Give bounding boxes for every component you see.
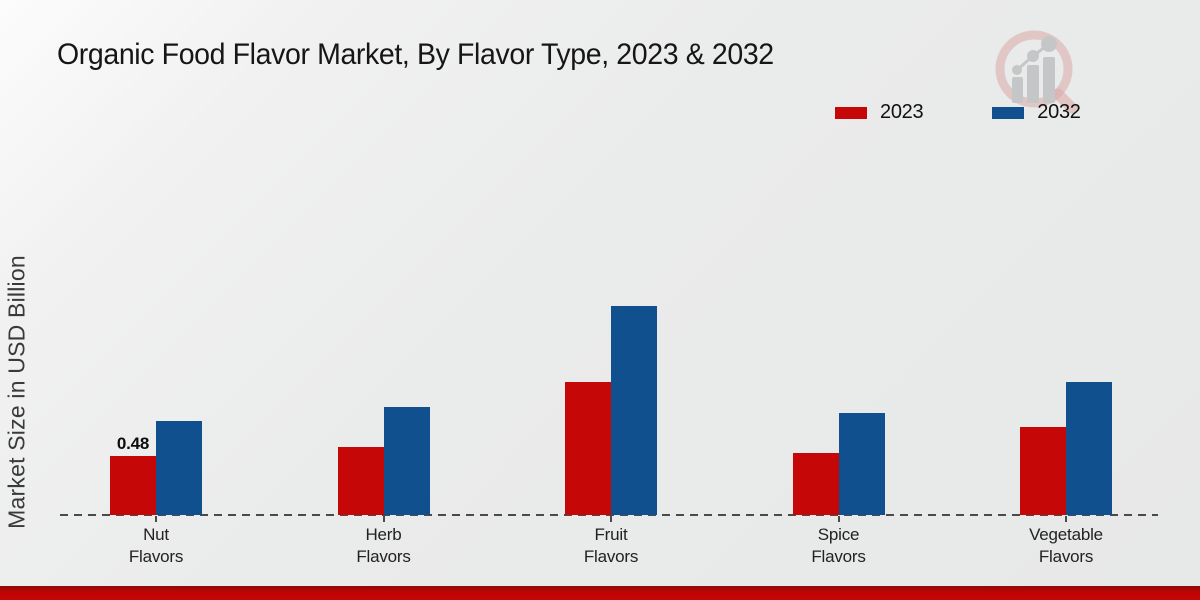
bar-2023-category-0 (110, 455, 156, 516)
x-tick-label: Fruit Flavors (583, 525, 639, 567)
bar-2023-category-3 (792, 453, 839, 516)
x-axis-tick (837, 516, 840, 522)
logo-dot-icon (1012, 65, 1022, 75)
bar-2032-category-3 (838, 413, 885, 516)
legend-swatch-2023 (835, 106, 867, 119)
x-tick-label: Vegetable Flavors (1029, 525, 1103, 567)
x-axis-tick (1065, 516, 1067, 522)
bar-2032-category-4 (1066, 382, 1112, 516)
x-tick-label: Herb Flavors (356, 525, 411, 567)
x-axis-tick (610, 516, 612, 522)
bar-2023-category-4 (1020, 427, 1066, 516)
bar-2023-category-2 (565, 382, 611, 516)
bar-2032-category-0 (156, 420, 202, 516)
logo-bar-tall (1043, 57, 1055, 103)
logo-dot-icon (1027, 50, 1039, 62)
x-axis-tick (382, 516, 385, 522)
legend-label-2032: 2032 (1037, 101, 1081, 123)
x-axis-tick (155, 516, 157, 522)
bar-value-label: 0.48 (116, 433, 150, 453)
magnifier-bar-chart-logo (995, 30, 1078, 114)
chart-title: Organic Food Flavor Market, By Flavor Ty… (57, 38, 774, 71)
legend-label-2023: 2023 (880, 101, 924, 123)
bar-2023-category-1 (337, 446, 384, 516)
bar-2032-category-2 (611, 306, 657, 516)
magnifier-handle-icon (1052, 88, 1078, 114)
legend-swatch-2032 (992, 106, 1025, 119)
logo-dot-icon (1041, 36, 1057, 52)
legend-item-2023: 2023 (835, 101, 924, 124)
logo-bar-small (1012, 77, 1023, 103)
legend: 2023 2032 (835, 101, 1081, 124)
footer-accent-bar (0, 586, 1200, 600)
logo-bar-medium (1027, 65, 1039, 103)
bar-2032-category-1 (383, 407, 430, 516)
x-tick-label: Spice Flavors (811, 525, 866, 567)
legend-item-2032: 2032 (992, 101, 1081, 124)
x-tick-label: Nut Flavors (128, 525, 184, 567)
